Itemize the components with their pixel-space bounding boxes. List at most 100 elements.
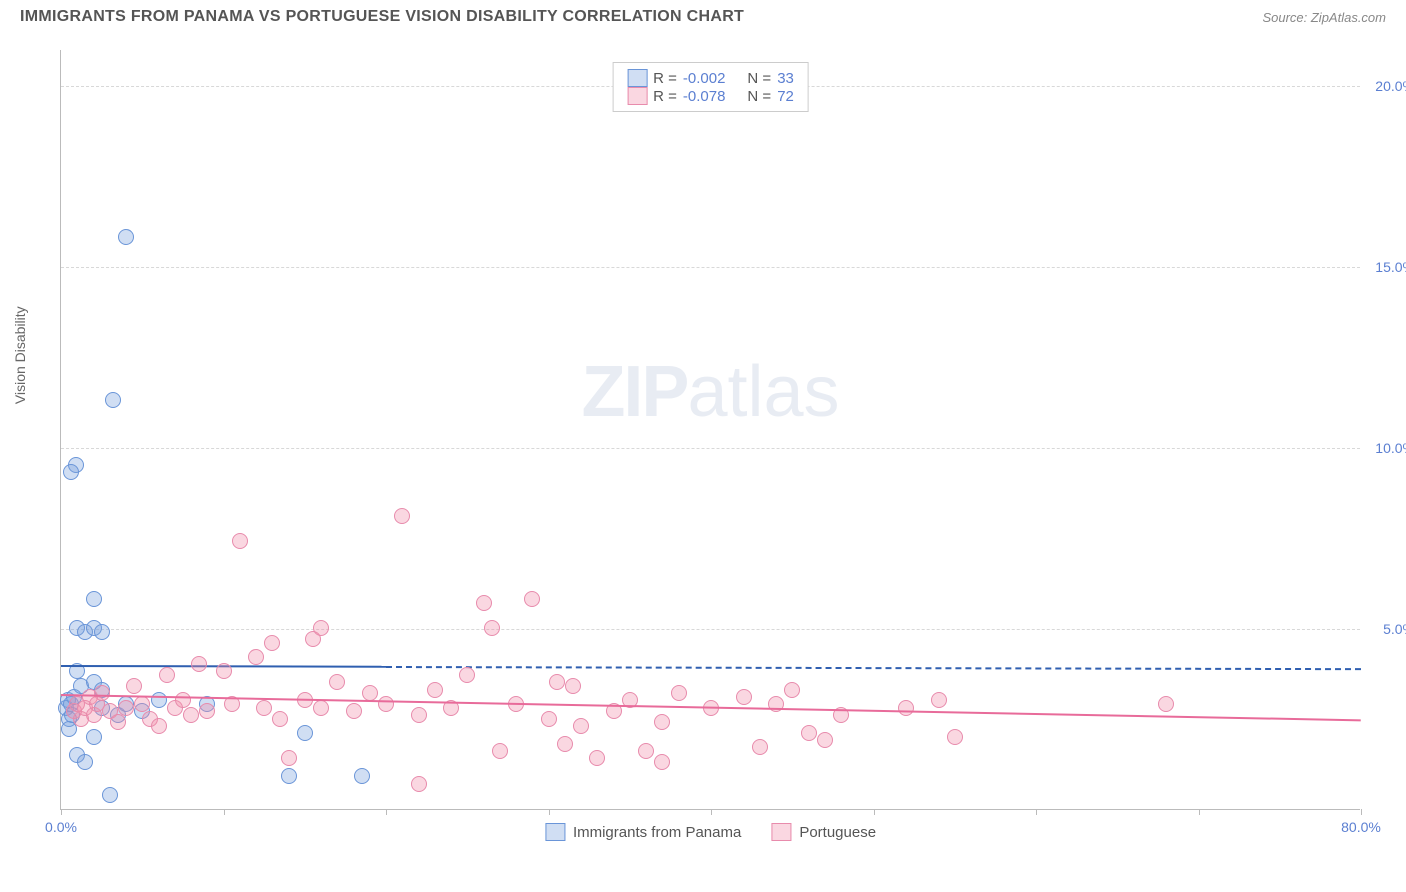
data-point — [362, 685, 378, 701]
x-tick — [386, 809, 387, 815]
data-point — [817, 732, 833, 748]
data-point — [484, 620, 500, 636]
data-point — [264, 635, 280, 651]
data-point — [281, 750, 297, 766]
x-tick — [549, 809, 550, 815]
legend-swatch — [627, 87, 647, 105]
data-point — [931, 692, 947, 708]
data-point — [654, 754, 670, 770]
legend-swatch — [627, 69, 647, 87]
chart-container: Vision Disability ZIPatlas R = -0.002N =… — [40, 40, 1380, 850]
data-point — [159, 667, 175, 683]
legend-label: Portuguese — [799, 824, 876, 841]
data-point — [459, 667, 475, 683]
y-tick-label: 15.0% — [1365, 259, 1406, 275]
data-point — [476, 595, 492, 611]
data-point — [134, 696, 150, 712]
gridline — [61, 629, 1360, 630]
trend-line-dashed — [386, 666, 1361, 670]
series-legend: Immigrants from Panama Portuguese — [545, 823, 876, 841]
legend-item: Portuguese — [771, 823, 876, 841]
data-point — [313, 620, 329, 636]
data-point — [86, 591, 102, 607]
data-point — [297, 725, 313, 741]
data-point — [110, 714, 126, 730]
watermark: ZIPatlas — [581, 351, 839, 433]
data-point — [126, 678, 142, 694]
data-point — [94, 624, 110, 640]
data-point — [524, 591, 540, 607]
source-attribution: Source: ZipAtlas.com — [1262, 10, 1386, 25]
data-point — [394, 508, 410, 524]
y-tick-label: 20.0% — [1365, 78, 1406, 94]
data-point — [94, 685, 110, 701]
data-point — [272, 711, 288, 727]
gridline — [61, 267, 1360, 268]
x-tick — [711, 809, 712, 815]
x-tick — [874, 809, 875, 815]
x-tick-label: 0.0% — [45, 819, 77, 835]
data-point — [411, 776, 427, 792]
data-point — [1158, 696, 1174, 712]
data-point — [589, 750, 605, 766]
data-point — [898, 700, 914, 716]
data-point — [183, 707, 199, 723]
x-tick — [61, 809, 62, 815]
data-point — [86, 729, 102, 745]
data-point — [784, 682, 800, 698]
gridline — [61, 448, 1360, 449]
x-tick — [1199, 809, 1200, 815]
y-axis-label: Vision Disability — [12, 306, 28, 404]
data-point — [378, 696, 394, 712]
y-tick-label: 5.0% — [1365, 621, 1406, 637]
data-point — [329, 674, 345, 690]
data-point — [549, 674, 565, 690]
data-point — [248, 649, 264, 665]
data-point — [354, 768, 370, 784]
data-point — [175, 692, 191, 708]
x-tick — [1361, 809, 1362, 815]
data-point — [313, 700, 329, 716]
data-point — [947, 729, 963, 745]
data-point — [638, 743, 654, 759]
legend-swatch — [771, 823, 791, 841]
data-point — [565, 678, 581, 694]
data-point — [105, 392, 121, 408]
legend-item: Immigrants from Panama — [545, 823, 741, 841]
data-point — [216, 663, 232, 679]
data-point — [752, 739, 768, 755]
legend-label: Immigrants from Panama — [573, 824, 741, 841]
data-point — [654, 714, 670, 730]
data-point — [801, 725, 817, 741]
data-point — [541, 711, 557, 727]
data-point — [281, 768, 297, 784]
data-point — [77, 754, 93, 770]
data-point — [492, 743, 508, 759]
data-point — [346, 703, 362, 719]
x-tick — [1036, 809, 1037, 815]
chart-title: IMMIGRANTS FROM PANAMA VS PORTUGUESE VIS… — [20, 8, 744, 26]
data-point — [573, 718, 589, 734]
data-point — [191, 656, 207, 672]
data-point — [671, 685, 687, 701]
data-point — [118, 229, 134, 245]
data-point — [736, 689, 752, 705]
data-point — [232, 533, 248, 549]
legend-row: R = -0.078N = 72 — [627, 87, 794, 105]
data-point — [427, 682, 443, 698]
data-point — [411, 707, 427, 723]
data-point — [151, 718, 167, 734]
data-point — [102, 787, 118, 803]
data-point — [557, 736, 573, 752]
data-point — [199, 703, 215, 719]
x-tick-label: 80.0% — [1341, 819, 1381, 835]
x-tick — [224, 809, 225, 815]
data-point — [118, 700, 134, 716]
legend-swatch — [545, 823, 565, 841]
y-tick-label: 10.0% — [1365, 440, 1406, 456]
data-point — [63, 464, 79, 480]
plot-area: ZIPatlas R = -0.002N = 33R = -0.078N = 7… — [60, 50, 1360, 810]
legend-row: R = -0.002N = 33 — [627, 69, 794, 87]
data-point — [256, 700, 272, 716]
correlation-legend: R = -0.002N = 33R = -0.078N = 72 — [612, 62, 809, 112]
